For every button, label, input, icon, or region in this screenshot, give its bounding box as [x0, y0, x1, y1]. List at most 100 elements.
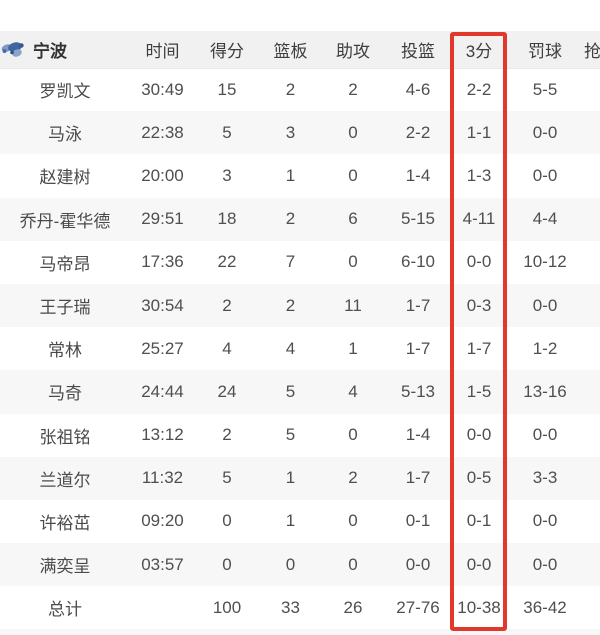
stat-points: 0	[222, 554, 232, 574]
stat-time: 30:49	[141, 79, 184, 99]
stat-rebounds: 5	[285, 425, 296, 445]
stat-field-goals: 0-0	[405, 554, 431, 574]
total-label: 总计	[48, 600, 82, 620]
stat-assists: 0	[348, 252, 358, 272]
stat-free-throws: 0-0	[532, 425, 558, 445]
team-header-cell: 宁波	[0, 31, 130, 68]
col-header-three-pointers: 3分	[465, 41, 493, 61]
stat-free-throws: 5-5	[532, 79, 558, 99]
table-row: 马帝昂 17:36 22 7 0 6-10 0-0 10-12	[0, 240, 600, 284]
stat-field-goals: 1-7	[405, 468, 431, 488]
stat-field-goals: 27-76	[396, 597, 440, 617]
stat-field-goals: 0-1	[405, 511, 431, 531]
stat-time: 11:32	[141, 468, 184, 488]
stat-assists: 0	[348, 554, 358, 574]
player-name: 张祖铭	[39, 427, 91, 447]
top-spacer	[0, 0, 600, 31]
stat-assists: 4	[348, 381, 358, 401]
player-name: 赵建树	[39, 168, 91, 188]
stat-points: 3	[222, 165, 232, 185]
player-name: 马奇	[48, 384, 82, 404]
stat-three-pointers: 0-0	[466, 554, 492, 574]
stat-points: 15	[217, 79, 237, 99]
stat-field-goals: 2-2	[405, 122, 431, 142]
stat-free-throws: 0-0	[532, 511, 558, 531]
table-row: 罗凯文 30:49 15 2 2 4-6 2-2 5-5	[0, 68, 600, 112]
stat-field-goals: 5-15	[400, 209, 436, 229]
stat-rebounds: 2	[285, 295, 296, 315]
player-name: 兰道尔	[39, 470, 91, 490]
stat-steals-cut	[584, 543, 600, 586]
stat-points: 18	[217, 209, 237, 229]
stat-free-throws: 1-2	[532, 338, 558, 358]
player-name: 乔丹-霍华德	[19, 211, 111, 231]
stat-rebounds: 33	[281, 597, 300, 617]
stat-free-throws: 0-0	[532, 122, 558, 142]
stat-three-pointers: 0-0	[466, 252, 492, 272]
stat-steals-cut	[584, 68, 600, 111]
next-section-peek	[0, 629, 600, 635]
stat-free-throws: 0-0	[532, 295, 558, 315]
table-row: 乔丹-霍华德 29:51 18 2 6 5-15 4-11 4-4	[0, 197, 600, 241]
stat-rebounds: 2	[285, 209, 296, 229]
col-header-field-goals: 投篮	[401, 41, 435, 61]
stat-time: 22:38	[141, 122, 184, 142]
stat-three-pointers: 0-0	[466, 425, 492, 445]
stat-steals-cut	[584, 154, 600, 197]
stat-time: 03:57	[141, 554, 184, 574]
player-name: 许裕茁	[39, 513, 91, 533]
stat-points: 24	[217, 381, 237, 401]
stat-assists: 26	[343, 597, 363, 617]
stat-steals-cut	[584, 414, 600, 457]
stat-steals-cut	[584, 241, 600, 284]
stat-steals-cut	[584, 327, 600, 370]
table-row: 兰道尔 11:32 5 1 2 1-7 0-5 3-3	[0, 456, 600, 500]
stat-field-goals: 1-4	[405, 425, 431, 445]
stat-assists: 1	[348, 338, 358, 358]
stat-steals-cut	[584, 500, 600, 543]
stat-free-throws: 3-3	[532, 468, 558, 488]
stat-rebounds: 2	[285, 79, 296, 99]
stat-time: 17:36	[141, 252, 184, 272]
col-header-time: 时间	[145, 41, 180, 61]
stat-rebounds: 0	[285, 554, 296, 574]
stat-steals-cut	[584, 111, 600, 154]
stat-three-pointers: 1-1	[466, 122, 492, 142]
stat-assists: 2	[348, 79, 358, 99]
player-name: 马帝昂	[39, 254, 91, 274]
stat-points: 4	[222, 338, 232, 358]
stat-three-pointers: 0-1	[466, 511, 492, 531]
table-row: 常林 25:27 4 4 1 1-7 1-7 1-2	[0, 327, 600, 371]
stat-three-pointers: 4-11	[462, 209, 496, 229]
stat-time: 25:27	[141, 338, 184, 358]
stat-rebounds: 5	[285, 381, 296, 401]
player-name: 王子瑞	[39, 298, 91, 318]
table-row: 满奕呈 03:57 0 0 0 0-0 0-0 0-0	[0, 543, 600, 587]
col-header-assists: 助攻	[336, 41, 370, 61]
stat-assists: 0	[348, 165, 358, 185]
stat-time: 29:51	[141, 209, 184, 229]
stat-free-throws: 13-16	[523, 381, 567, 401]
stat-points: 2	[222, 295, 232, 315]
stat-points: 100	[212, 597, 242, 617]
stat-points: 0	[222, 511, 232, 531]
ningbo-team-logo-icon	[0, 39, 26, 60]
stat-three-pointers: 0-5	[466, 468, 492, 488]
stat-rebounds: 1	[285, 165, 296, 185]
stat-field-goals: 5-13	[400, 381, 436, 401]
stat-three-pointers: 2-2	[466, 79, 492, 99]
stat-rebounds: 1	[285, 511, 296, 531]
team-name: 宁波	[33, 41, 67, 61]
stat-three-pointers: 1-7	[466, 338, 492, 358]
stat-time: 13:12	[141, 425, 184, 445]
stat-three-pointers: 10-38	[457, 597, 501, 617]
col-header-points: 得分	[210, 41, 244, 61]
player-name: 常林	[48, 341, 82, 361]
stat-free-throws: 0-0	[532, 554, 558, 574]
col-header-rebounds: 篮板	[273, 41, 308, 61]
player-name: 罗凯文	[39, 82, 91, 102]
stat-assists: 0	[348, 425, 358, 445]
stat-steals-cut	[584, 370, 600, 413]
table-row: 马泳 22:38 5 3 0 2-2 1-1 0-0	[0, 111, 600, 155]
